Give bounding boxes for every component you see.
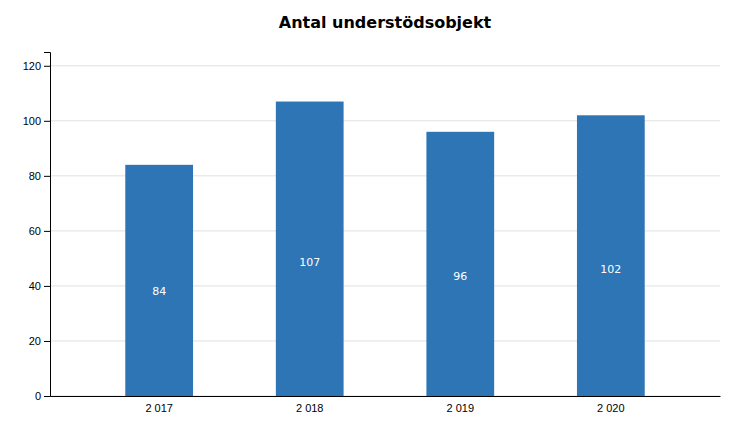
x-tick-label: 2 018 (296, 402, 324, 414)
data-label: 107 (299, 256, 320, 269)
bar (125, 165, 193, 396)
x-tick: 2 019 (447, 402, 475, 414)
data-label: 84 (152, 285, 166, 298)
data-labels: 84 107 96 102 (152, 256, 621, 297)
x-tick: 2 018 (296, 402, 324, 414)
y-tick-mark (44, 121, 50, 122)
y-tick: 80 (29, 170, 50, 182)
y-tick-label: 120 (23, 60, 41, 72)
plot-area: 0 20 40 60 80 100 120 2 017 2 018 2 019 2 020 84 107… (23, 53, 721, 414)
x-tick-label: 2 020 (597, 402, 625, 414)
title: Antal understödsobjekt (279, 13, 492, 32)
y-tick-mark (44, 66, 50, 67)
y-tick: 100 (23, 115, 50, 127)
grid-line (50, 65, 720, 66)
grid (50, 66, 720, 396)
y-tick-mark (44, 286, 50, 287)
y-tick-label: 20 (29, 335, 41, 347)
y-tick-mark (44, 341, 50, 342)
y-axis: 0 20 40 60 80 100 120 (23, 53, 51, 403)
y-tick: 120 (23, 60, 50, 72)
bar (276, 102, 344, 396)
bars (125, 102, 644, 396)
y-tick-label: 40 (29, 280, 41, 292)
data-label: 102 (600, 263, 621, 276)
y-tick-mark (44, 231, 50, 232)
x-tick-label: 2 017 (145, 402, 173, 414)
y-tick: 40 (29, 280, 50, 292)
y-tick: 20 (29, 335, 50, 347)
y-tick: 60 (29, 225, 50, 237)
data-label: 96 (453, 270, 467, 283)
x-axis-line (51, 396, 721, 397)
x-tick: 2 017 (145, 402, 173, 414)
chart-container: 0 20 40 60 80 100 120 2 017 2 018 2 019 2 020 84 107… (0, 0, 750, 436)
y-tick: 0 (35, 390, 50, 402)
y-axis-line (44, 53, 51, 397)
y-tick-label: 80 (29, 170, 41, 182)
y-tick-mark (44, 176, 50, 177)
y-tick-mark (44, 396, 50, 397)
x-tick: 2 020 (597, 402, 625, 414)
bar (577, 115, 645, 396)
x-tick-label: 2 019 (447, 402, 475, 414)
y-tick-label: 60 (29, 225, 41, 237)
y-tick-label: 0 (35, 390, 41, 402)
chart-svg: 0 20 40 60 80 100 120 2 017 2 018 2 019 2 020 84 107… (0, 0, 750, 436)
x-axis: 2 017 2 018 2 019 2 020 (51, 397, 721, 414)
y-tick-label: 100 (23, 115, 41, 127)
bar (426, 132, 494, 396)
